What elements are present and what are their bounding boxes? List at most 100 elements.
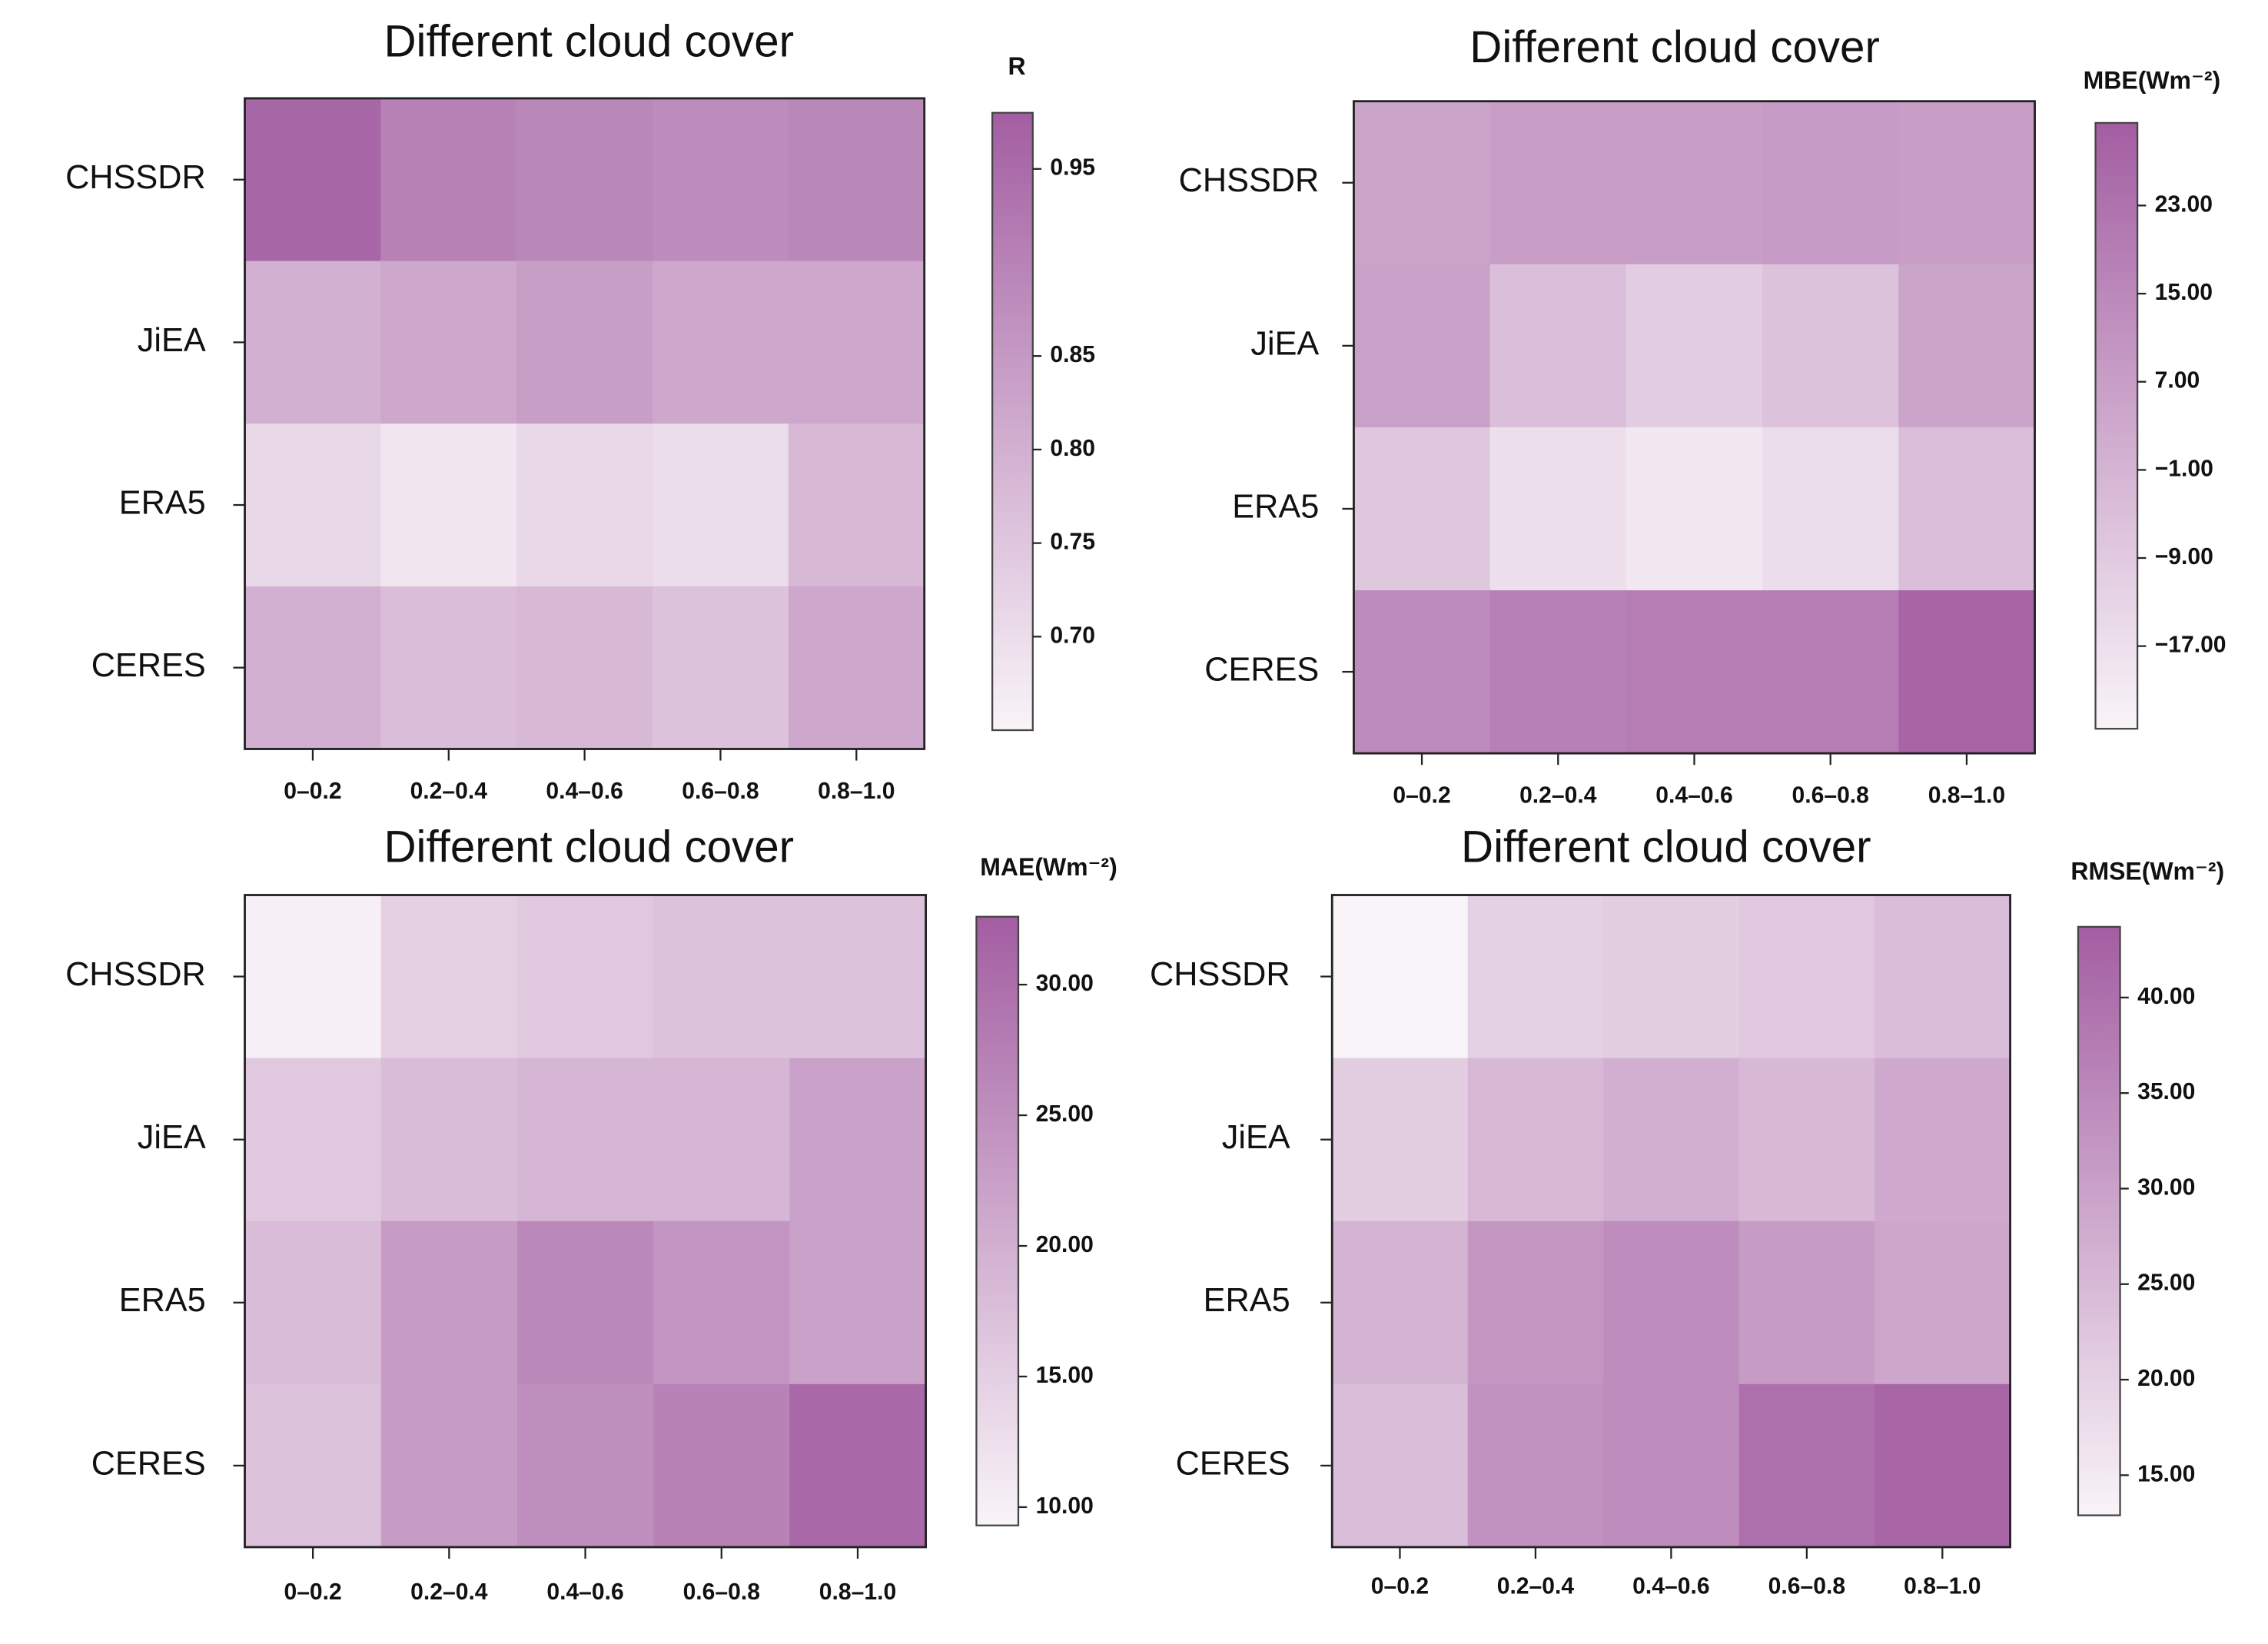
- heatmap-cell: [789, 1058, 927, 1222]
- x-tick-label: 0–0.2: [284, 1579, 341, 1605]
- colorbar-tick-label: 30.00: [1036, 971, 1094, 996]
- heatmap-cell: [380, 586, 518, 750]
- heatmap-cell: [1603, 1221, 1740, 1385]
- colorbar-tick-label: 7.00: [2155, 368, 2200, 394]
- colorbar-label: MAE(Wm⁻²): [980, 853, 1117, 881]
- heatmap-cell: [1353, 590, 1491, 755]
- x-tick-label: 0.6–0.8: [1768, 1574, 1845, 1599]
- y-tick-label: CHSSDR: [1150, 956, 1290, 993]
- heatmap-cell: [380, 895, 518, 1059]
- heatmap-cell: [653, 423, 789, 587]
- heatmap-cell: [516, 1221, 655, 1385]
- heatmap-cell: [516, 98, 653, 262]
- colorbar-label: MBE(Wm⁻²): [2084, 67, 2220, 95]
- heatmap-panel: Different cloud cover 0–0.2 0.2–0.4 0.4–0.6…: [65, 822, 1117, 1606]
- colorbar-tick-label: 15.00: [2137, 1461, 2195, 1486]
- heatmap-cell: [1738, 1058, 1876, 1222]
- y-tick-label: ERA5: [119, 484, 206, 521]
- colorbar-tick-label: 25.00: [2137, 1270, 2195, 1296]
- heatmap-cell: [1738, 895, 1876, 1059]
- chart-title: Different cloud cover: [1469, 22, 1880, 72]
- heatmap-cell: [380, 1221, 518, 1385]
- heatmap-cell: [1762, 427, 1900, 591]
- heatmap-cell: [244, 98, 382, 262]
- heatmap-panel: Different cloud cover 0–0.2 0.2–0.4 0.4–0.6…: [65, 17, 1095, 804]
- heatmap-cell: [1467, 895, 1605, 1059]
- y-tick-label: CERES: [1204, 652, 1319, 689]
- heatmap-cell: [788, 423, 925, 587]
- colorbar: [2077, 925, 2121, 1516]
- colorbar-tick-label: 20.00: [2137, 1366, 2195, 1391]
- heatmap-cell: [1738, 1221, 1876, 1385]
- colorbar: [991, 111, 1034, 732]
- heatmap-cell: [1875, 895, 2011, 1059]
- heatmap-cell: [1353, 264, 1491, 428]
- heatmap-cell: [244, 423, 382, 587]
- heatmap-cell: [244, 1383, 382, 1548]
- chart-title: Different cloud cover: [384, 17, 794, 67]
- y-tick-label: JiEA: [138, 1119, 206, 1156]
- heatmap-cell: [1467, 1058, 1605, 1222]
- y-tick-label: ERA5: [119, 1282, 206, 1319]
- heatmap-cell: [1353, 101, 1491, 265]
- colorbar-tick-label: −1.00: [2155, 456, 2213, 481]
- heatmap-panel: Different cloud cover 0–0.2 0.2–0.4 0.4–0.6…: [1150, 822, 2224, 1599]
- x-tick-label: 0.6–0.8: [1792, 783, 1869, 809]
- heatmap-cell: [380, 1383, 518, 1548]
- x-tick-label: 0–0.2: [1371, 1574, 1429, 1599]
- heatmap-cell: [789, 1383, 927, 1548]
- heatmap-cell: [380, 98, 518, 262]
- colorbar-tick-label: 0.70: [1050, 623, 1095, 648]
- heatmap-cell: [1467, 1383, 1605, 1548]
- heatmap-cell: [653, 895, 791, 1059]
- colorbar-tick-label: 15.00: [2155, 280, 2213, 305]
- heatmap-cell: [244, 1058, 382, 1222]
- x-tick-label: 0.2–0.4: [410, 1579, 488, 1605]
- colorbar-tick-label: 23.00: [2155, 191, 2213, 217]
- colorbar-tick-label: 20.00: [1036, 1232, 1094, 1257]
- heatmap-cell: [1625, 590, 1764, 755]
- heatmap-cell: [1332, 1383, 1469, 1548]
- heatmap-cell: [1353, 427, 1491, 591]
- heatmap-cell: [653, 586, 789, 750]
- x-tick-label: 0.4–0.6: [1655, 783, 1732, 809]
- heatmap-cell: [516, 895, 655, 1059]
- heatmap-cell: [244, 261, 382, 425]
- y-tick-label: CHSSDR: [1179, 162, 1320, 199]
- heatmap-cell: [1332, 1058, 1469, 1222]
- heatmap-cell: [1489, 101, 1627, 265]
- heatmap-cell: [1489, 264, 1627, 428]
- x-tick-label: 0.6–0.8: [682, 779, 759, 804]
- colorbar-tick-label: 30.00: [2137, 1174, 2195, 1200]
- x-tick-label: 0.4–0.6: [546, 779, 623, 804]
- heatmap-cell: [380, 261, 518, 425]
- heatmap-cell: [1489, 590, 1627, 755]
- heatmap-cell: [1332, 1221, 1469, 1385]
- chart-title: Different cloud cover: [1461, 822, 1871, 872]
- y-tick-label: ERA5: [1204, 1282, 1290, 1319]
- heatmap-cell: [788, 98, 925, 262]
- colorbar-tick-label: −9.00: [2155, 544, 2213, 570]
- heatmap-cell: [789, 895, 927, 1059]
- heatmap-cell: [1898, 101, 2036, 265]
- y-tick-label: CERES: [91, 647, 206, 684]
- y-tick-label: ERA5: [1232, 488, 1319, 525]
- heatmap-cell: [653, 1221, 791, 1385]
- colorbar-tick-label: 0.95: [1050, 155, 1095, 181]
- heatmap-cell: [1489, 427, 1627, 591]
- x-tick-label: 0.6–0.8: [683, 1579, 760, 1605]
- colorbar-tick-label: 10.00: [1036, 1493, 1094, 1519]
- heatmap-cell: [789, 1221, 927, 1385]
- x-tick-label: 0–0.2: [284, 779, 341, 804]
- heatmap-cell: [653, 261, 789, 425]
- heatmap-cell: [244, 586, 382, 750]
- heatmap-cell: [1762, 101, 1900, 265]
- colorbar-tick-label: 0.80: [1050, 436, 1095, 461]
- heatmap-cell: [380, 423, 518, 587]
- heatmap-cell: [244, 1221, 382, 1385]
- heatmap-cell: [516, 586, 653, 750]
- y-tick-label: JiEA: [1222, 1119, 1290, 1156]
- chart-title: Different cloud cover: [384, 822, 794, 872]
- y-tick-label: CERES: [91, 1445, 206, 1482]
- colorbar: [975, 915, 1020, 1526]
